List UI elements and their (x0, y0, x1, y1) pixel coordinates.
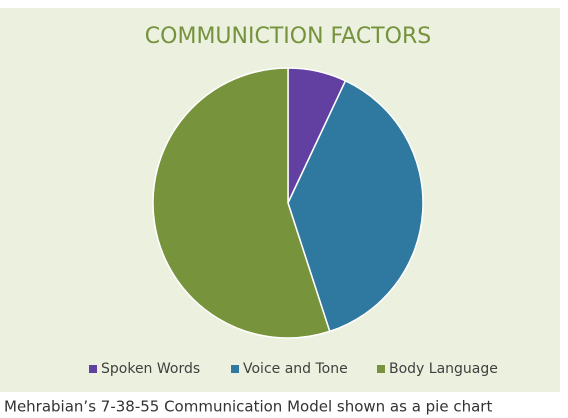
pie-slice (287, 79, 424, 333)
legend-label: Voice and Tone (243, 361, 348, 377)
legend-label: Body Language (389, 361, 498, 377)
pie-slice (152, 67, 331, 339)
caption: Mehrabian’s 7-38-55 Communication Model … (4, 398, 492, 416)
legend-label: Spoken Words (101, 361, 200, 377)
chart-title: COMMUNICTION FACTORS (145, 24, 431, 49)
legend-swatch (89, 365, 97, 373)
legend-swatch (231, 365, 239, 373)
legend-swatch (377, 365, 385, 373)
